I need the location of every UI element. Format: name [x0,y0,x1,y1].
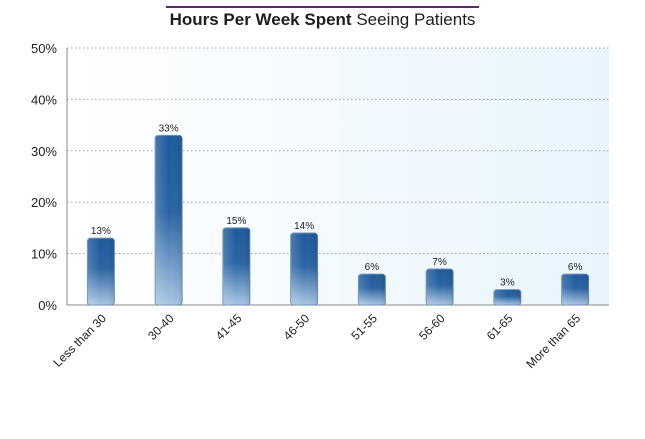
data-labels: 13% 33% 15% 14% 6% 7% 3% 6% [91,123,583,288]
y-tick-label: 40% [31,92,57,107]
bar-shine [222,227,250,305]
bar-shine [493,289,521,305]
y-tick-label: 50% [31,41,57,56]
x-tick-label: 30-40 [145,311,177,343]
plot-area [67,48,609,305]
data-label: 7% [432,257,447,268]
bar-shine [426,269,454,305]
chart-title: Hours Per Week Spent Seeing Patients [0,10,645,30]
data-label: 14% [294,221,314,232]
data-label: 6% [568,262,583,273]
data-label: 33% [159,123,179,134]
data-label: 6% [365,262,380,273]
bar-shine [290,233,318,305]
x-tick-label: Less than 30 [51,311,110,370]
bar-shine [155,135,183,305]
bar-shine [358,274,386,305]
title-area: Hours Per Week Spent Seeing Patients [0,0,645,40]
title-underline [166,6,479,8]
y-tick-labels: 0% 10% 20% 30% 40% 50% [31,41,57,313]
x-tick-label: 41-45 [213,311,245,343]
x-tick-label: 56-60 [416,311,448,343]
bars [86,134,590,306]
x-tick-label: 51-55 [348,311,380,343]
y-tick-label: 30% [31,144,57,159]
data-label: 13% [91,226,111,237]
x-tick-label: 46-50 [281,311,313,343]
bar-shine [87,238,115,305]
x-tick-label: More than 65 [523,311,583,371]
x-tick-label: 61-65 [484,311,516,343]
y-tick-label: 10% [31,247,57,262]
bar-shine [561,274,589,305]
chart-title-bold: Hours Per Week Spent [169,10,352,29]
data-label: 3% [500,278,515,289]
chart-title-regular: Seeing Patients [356,10,476,29]
y-tick-label: 20% [31,195,57,210]
y-tick-label: 0% [38,298,57,313]
data-label: 15% [226,216,246,227]
x-tick-labels: Less than 30 30-40 41-45 46-50 51-55 56-60 61-… [51,311,584,371]
